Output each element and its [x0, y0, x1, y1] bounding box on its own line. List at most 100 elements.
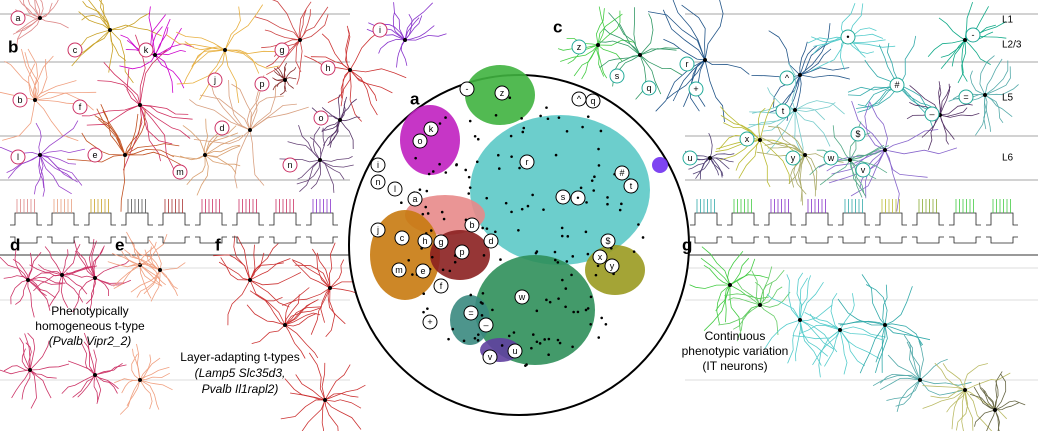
- type-badge: [372, 22, 388, 38]
- dendrite: [15, 17, 41, 33]
- dendrite: [799, 319, 822, 366]
- dendrite: [246, 304, 286, 326]
- dendrite: [957, 39, 966, 84]
- trace-baseline: [47, 212, 79, 244]
- dendrite: [149, 246, 161, 271]
- dendrite: [324, 364, 351, 401]
- cell-dot: [539, 114, 542, 118]
- dendrite: [328, 242, 336, 289]
- dendrite: [27, 252, 42, 281]
- cluster: [475, 255, 595, 365]
- cell-dot: [545, 106, 548, 109]
- cell-dot: [593, 175, 596, 179]
- type-label: v: [488, 352, 493, 362]
- dendrite: [404, 17, 420, 41]
- dendrite: [984, 94, 991, 132]
- type-label: r: [526, 157, 529, 167]
- dendrite: [794, 109, 804, 160]
- dendrite: [639, 54, 683, 76]
- dendrite: [984, 94, 1013, 118]
- dendrite: [139, 357, 161, 381]
- type-badge: [609, 68, 625, 84]
- dendrite: [24, 333, 31, 370]
- dendrite: [581, 44, 599, 80]
- dendrite: [139, 104, 173, 145]
- dendrite: [96, 108, 126, 156]
- neuron-morphology: [272, 62, 297, 96]
- cell-dot: [557, 297, 560, 300]
- soma: [758, 138, 762, 142]
- dendrite: [109, 29, 127, 61]
- dendrite: [973, 386, 996, 411]
- neuron-morphology: [647, 0, 750, 123]
- dendrite: [879, 373, 921, 384]
- dendrite: [27, 279, 56, 299]
- type-badge: [514, 289, 530, 305]
- cell-dot: [499, 258, 502, 261]
- cell-dot: [507, 334, 511, 338]
- type-badge: [823, 150, 839, 166]
- type-label: •: [576, 193, 579, 203]
- dendrite: [759, 282, 773, 306]
- dendrite: [272, 79, 286, 91]
- dendrite: [830, 292, 841, 331]
- type-label: +: [427, 317, 432, 327]
- soma: [983, 93, 987, 97]
- dendrite: [321, 399, 326, 431]
- soma: [403, 38, 407, 42]
- cell-dot: [548, 300, 552, 304]
- type-label: k: [429, 124, 434, 134]
- type-badge: [965, 27, 981, 43]
- dendrite: [234, 129, 251, 189]
- neuron-morphology: [872, 334, 972, 413]
- dendrite: [597, 13, 623, 46]
- cell-dot: [431, 170, 435, 173]
- dendrite: [339, 96, 347, 121]
- soma: [708, 156, 712, 160]
- type-badge: [387, 181, 403, 197]
- cell-dot: [606, 196, 609, 199]
- dendrite: [922, 385, 966, 391]
- dendrite: [126, 68, 141, 106]
- dendrite: [768, 30, 801, 76]
- cell-dot: [429, 229, 433, 232]
- dendrite: [994, 373, 1007, 411]
- dendrite: [39, 154, 83, 186]
- ephys-trace: [912, 199, 944, 244]
- dendrite: [938, 81, 942, 116]
- dendrite: [82, 0, 111, 31]
- dendrite: [824, 329, 841, 367]
- dendrite: [799, 281, 824, 321]
- cell-dot: [543, 338, 546, 341]
- type-label: c: [400, 233, 405, 243]
- dendrite: [639, 48, 677, 56]
- dendrite: [884, 286, 913, 326]
- cell-dot: [422, 292, 426, 296]
- dendrite: [794, 100, 845, 115]
- dendrite: [969, 393, 996, 411]
- soma: [338, 118, 342, 122]
- dendrite: [17, 17, 41, 40]
- dendrite: [736, 304, 761, 342]
- type-label: j: [213, 75, 216, 85]
- cell-dot: [442, 217, 446, 221]
- neuron-morphology: [818, 100, 958, 212]
- type-label: s: [615, 71, 620, 81]
- dendrite: [799, 275, 811, 321]
- caption: Pvalb Il1rapl2): [202, 382, 279, 396]
- panel-label: e: [115, 235, 124, 254]
- dendrite: [27, 0, 41, 19]
- dendrite: [738, 139, 761, 179]
- type-label: k: [144, 45, 149, 55]
- type-label: t: [782, 106, 785, 116]
- trace-baseline: [121, 212, 153, 244]
- dendrite: [196, 154, 209, 196]
- dendrite: [44, 246, 63, 276]
- cell-dot: [481, 226, 484, 230]
- cell-dot: [530, 346, 533, 350]
- cell-dot: [477, 333, 480, 336]
- neuron-morphology: [366, 2, 447, 68]
- cell-dot: [455, 163, 458, 166]
- cell-dot: [589, 322, 592, 326]
- dendrite: [154, 27, 169, 56]
